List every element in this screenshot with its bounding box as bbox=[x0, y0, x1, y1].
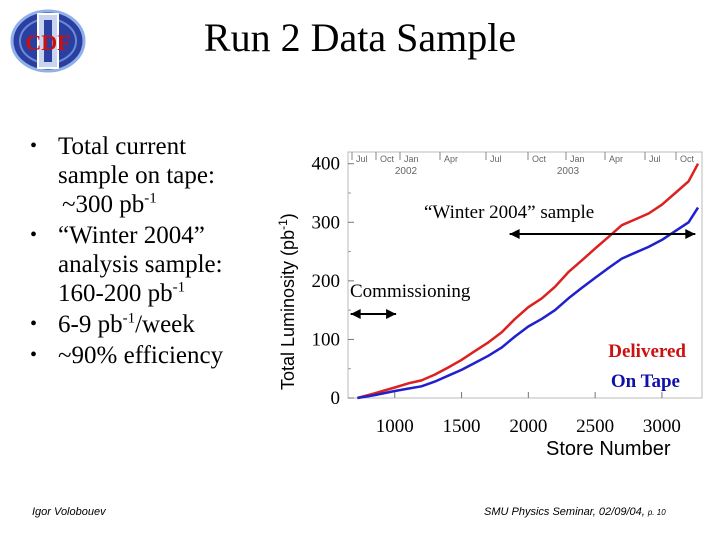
x-tick-label: 2000 bbox=[509, 416, 547, 437]
date-tick-label: Oct bbox=[680, 154, 695, 164]
date-tick-label: Jul bbox=[490, 154, 502, 164]
bullet-icon: • bbox=[30, 313, 38, 335]
bullet-text: 6-9 pb bbox=[58, 311, 123, 338]
footer-author: Igor Volobouev bbox=[32, 506, 106, 518]
y-tick-label: 300 bbox=[312, 212, 341, 233]
x-tick-label: 3000 bbox=[643, 416, 681, 437]
date-tick-label: Jan bbox=[570, 154, 585, 164]
winter-2004-arrow-head-left bbox=[509, 229, 520, 239]
bullet-text: sample on tape: bbox=[58, 162, 215, 189]
logo-text: CDF bbox=[25, 30, 70, 55]
y-tick-label: 0 bbox=[331, 388, 341, 409]
bullet-text: ~90% efficiency bbox=[58, 342, 224, 369]
commissioning-arrow-head-right bbox=[386, 309, 397, 319]
annotation-winter-2004: “Winter 2004” sample bbox=[424, 202, 594, 223]
plot-frame bbox=[347, 151, 703, 399]
series-line-on-tape bbox=[357, 206, 700, 400]
year-label: 2002 bbox=[395, 166, 418, 177]
bullet-icon: • bbox=[30, 135, 38, 157]
x-axis-label: Store Number bbox=[546, 438, 671, 460]
bullet-text: “Winter 2004” bbox=[58, 222, 205, 249]
y-tick-label: 200 bbox=[312, 271, 341, 292]
bullet-text: Total current bbox=[58, 133, 187, 160]
cdf-logo: CDF bbox=[10, 9, 86, 73]
commissioning-arrow-head-left bbox=[350, 309, 361, 319]
bullet-sup: -1 bbox=[122, 310, 136, 327]
luminosity-chart: 0 100 200 300 400 1000 1500 2000 2500 3000 Jul Oct J… bbox=[312, 151, 703, 437]
bullet-item: • “Winter 2004” analysis sample: 160-200… bbox=[30, 221, 270, 308]
series-line-delivered bbox=[357, 163, 700, 400]
bullet-text: ~300 pb bbox=[62, 191, 145, 218]
bullet-item: • 6-9 pb-1/week bbox=[30, 310, 270, 339]
bullet-text: 160-200 pb bbox=[58, 280, 173, 307]
year-label: 2003 bbox=[557, 166, 580, 177]
bullet-item: • ~90% efficiency bbox=[30, 341, 270, 370]
bullet-icon: • bbox=[30, 224, 38, 246]
x-tick-label: 2500 bbox=[576, 416, 614, 437]
annotation-delivered: Delivered bbox=[608, 341, 686, 362]
bullet-sup: -1 bbox=[144, 190, 157, 207]
bullet-sup: -1 bbox=[172, 279, 186, 296]
y-axis-label: Total Luminosity (pb-1) bbox=[276, 213, 298, 390]
date-tick-label: Oct bbox=[532, 154, 547, 164]
annotation-commissioning: Commissioning bbox=[350, 281, 471, 302]
bullet-list: • Total current sample on tape: ~300 pb-… bbox=[30, 132, 270, 372]
bullet-text: analysis sample: bbox=[58, 251, 223, 278]
date-tick-label: Apr bbox=[444, 154, 458, 164]
date-tick-label: Apr bbox=[609, 154, 623, 164]
page-title: Run 2 Data Sample bbox=[203, 15, 517, 60]
date-tick-label: Oct bbox=[380, 154, 395, 164]
bullet-icon: • bbox=[30, 344, 38, 366]
x-tick-label: 1000 bbox=[376, 416, 414, 437]
bullet-item: • Total current sample on tape: ~300 pb-… bbox=[30, 132, 270, 219]
y-tick-label: 400 bbox=[312, 154, 341, 175]
date-tick-label: Jul bbox=[649, 154, 661, 164]
x-tick-label: 1500 bbox=[443, 416, 481, 437]
date-tick-label: Jan bbox=[404, 154, 419, 164]
annotation-on-tape: On Tape bbox=[611, 371, 680, 392]
y-tick-label: 100 bbox=[312, 329, 341, 350]
date-tick-label: Jul bbox=[356, 154, 368, 164]
footer-event: SMU Physics Seminar, 02/09/04, p. 10 bbox=[484, 506, 666, 518]
bullet-text: /week bbox=[135, 311, 195, 338]
winter-2004-arrow-head-right bbox=[685, 229, 696, 239]
